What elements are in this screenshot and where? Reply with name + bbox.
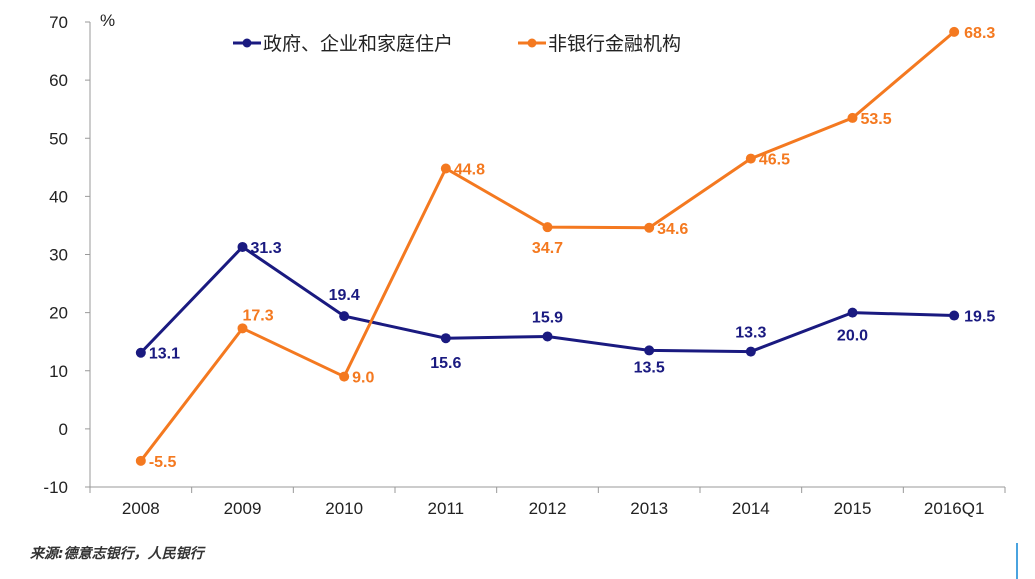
- data-label: 9.0: [352, 370, 374, 387]
- data-point: [135, 347, 146, 358]
- legend-marker: [527, 38, 537, 48]
- data-label: 34.6: [657, 221, 688, 238]
- data-label: 31.3: [251, 240, 282, 257]
- x-tick-label: 2010: [325, 499, 363, 518]
- x-tick-label: 2008: [122, 499, 160, 518]
- data-point: [847, 112, 858, 123]
- data-point: [542, 222, 553, 233]
- y-tick-label: 0: [59, 420, 68, 439]
- y-tick-label: 20: [49, 304, 68, 323]
- data-label: 34.7: [532, 240, 563, 257]
- data-label: 13.3: [735, 325, 766, 342]
- data-label: 46.5: [759, 152, 790, 169]
- y-axis-unit: %: [100, 11, 115, 30]
- y-tick-label: 30: [49, 246, 68, 265]
- data-point: [440, 333, 451, 344]
- data-label: 20.0: [837, 328, 868, 345]
- data-point: [542, 331, 553, 342]
- data-label: 44.8: [454, 161, 485, 178]
- legend-label: 非银行金融机构: [548, 33, 681, 55]
- legend-marker: [242, 38, 252, 48]
- data-point: [745, 346, 756, 357]
- data-point: [644, 345, 655, 356]
- x-tick-label: 2015: [834, 499, 872, 518]
- data-label: 19.4: [329, 287, 360, 304]
- data-label: 53.5: [861, 111, 892, 128]
- x-tick-label: 2016Q1: [924, 499, 985, 518]
- y-tick-label: 50: [49, 129, 68, 148]
- x-tick-label: 2009: [224, 499, 262, 518]
- data-point: [440, 163, 451, 174]
- data-label: 17.3: [243, 307, 274, 324]
- legend-label: 政府、企业和家庭住户: [263, 33, 453, 55]
- data-label: -5.5: [149, 454, 177, 471]
- x-tick-label: 2013: [630, 499, 668, 518]
- data-label: 15.6: [430, 355, 461, 372]
- data-point: [949, 310, 960, 321]
- data-label: 13.1: [149, 346, 180, 363]
- data-label: 15.9: [532, 309, 563, 326]
- data-point: [237, 323, 248, 334]
- data-point: [135, 455, 146, 466]
- edge-line: [1016, 543, 1018, 579]
- y-tick-label: 60: [49, 71, 68, 90]
- y-tick-label: -10: [43, 478, 68, 497]
- x-tick-label: 2014: [732, 499, 770, 518]
- y-tick-label: 40: [49, 187, 68, 206]
- x-tick-label: 2012: [529, 499, 567, 518]
- y-tick-label: 10: [49, 362, 68, 381]
- data-point: [644, 222, 655, 233]
- data-point: [745, 153, 756, 164]
- x-tick-label: 2011: [428, 499, 465, 518]
- data-label: 19.5: [964, 309, 995, 326]
- data-point: [237, 241, 248, 252]
- data-label: 68.3: [964, 25, 995, 42]
- data-point: [949, 26, 960, 37]
- y-tick-label: 70: [49, 13, 68, 32]
- data-point: [339, 371, 350, 382]
- data-label: 13.5: [634, 359, 665, 376]
- source-note: 来源:德意志银行，人民银行: [30, 546, 204, 562]
- data-point: [847, 307, 858, 318]
- data-point: [339, 311, 350, 322]
